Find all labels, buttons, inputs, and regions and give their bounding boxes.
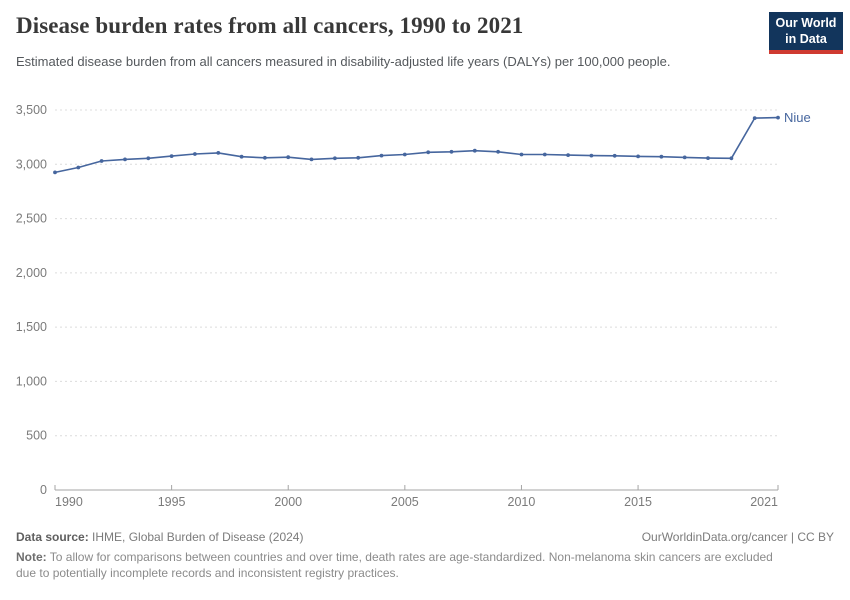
data-point[interactable] <box>263 155 267 160</box>
data-point[interactable] <box>659 154 664 159</box>
y-axis-label: 2,000 <box>16 266 47 280</box>
x-axis-label: 2005 <box>391 495 419 509</box>
data-point[interactable] <box>309 157 314 162</box>
x-axis-label: 2010 <box>508 495 536 509</box>
owid-logo-stripe <box>769 50 843 55</box>
data-point[interactable] <box>612 153 617 158</box>
x-axis-label: 2021 <box>750 495 778 509</box>
data-point[interactable] <box>426 150 431 155</box>
y-axis-label: 3,000 <box>16 157 47 171</box>
data-point[interactable] <box>333 156 337 161</box>
data-point[interactable] <box>379 153 384 158</box>
data-point[interactable] <box>193 152 197 156</box>
data-point[interactable] <box>76 165 81 170</box>
chart-subtitle: Estimated disease burden from all cancer… <box>16 54 671 69</box>
data-point[interactable] <box>542 152 547 157</box>
license-link[interactable]: OurWorldinData.org/cancer | CC BY <box>641 530 834 544</box>
data-point[interactable] <box>356 155 361 160</box>
data-point[interactable] <box>449 149 454 154</box>
data-point[interactable] <box>729 156 734 161</box>
data-point[interactable] <box>123 157 127 162</box>
data-point[interactable] <box>776 115 780 120</box>
y-axis-label: 1,500 <box>16 320 47 334</box>
data-point[interactable] <box>99 159 104 163</box>
data-point[interactable] <box>402 152 407 157</box>
footnote: Note: To allow for comparisons between c… <box>16 550 773 580</box>
y-axis-label: 500 <box>26 429 47 443</box>
x-axis-label: 2015 <box>624 495 652 509</box>
data-point[interactable] <box>589 153 594 158</box>
data-point[interactable] <box>216 151 221 155</box>
y-axis-label: 2,500 <box>16 212 47 226</box>
data-point[interactable] <box>472 148 477 153</box>
data-point[interactable] <box>519 152 524 157</box>
x-axis-label: 1995 <box>158 495 186 509</box>
data-point[interactable] <box>169 154 174 159</box>
data-point[interactable] <box>706 156 710 161</box>
data-source: Data source: IHME, Global Burden of Dise… <box>16 530 304 544</box>
data-point[interactable] <box>146 156 151 161</box>
data-point[interactable] <box>53 170 57 175</box>
page-title: Disease burden rates from all cancers, 1… <box>16 13 524 38</box>
data-point[interactable] <box>566 153 570 158</box>
x-axis-label: 2000 <box>274 495 302 509</box>
owid-logo-text: Our World in Data <box>769 12 843 51</box>
x-axis-label: 1990 <box>55 495 83 509</box>
data-point[interactable] <box>496 149 500 154</box>
series-line <box>54 116 779 174</box>
data-point[interactable] <box>752 116 757 120</box>
data-point[interactable] <box>636 154 640 159</box>
y-axis-label: 1,000 <box>16 374 47 388</box>
data-point[interactable] <box>682 155 687 160</box>
series-label: Niue <box>784 110 811 125</box>
data-point[interactable] <box>239 154 244 159</box>
owid-logo[interactable]: Our World in Data <box>769 12 843 55</box>
y-axis-label: 0 <box>40 483 47 497</box>
y-axis-label: 3,500 <box>16 103 47 117</box>
data-point[interactable] <box>286 155 291 160</box>
